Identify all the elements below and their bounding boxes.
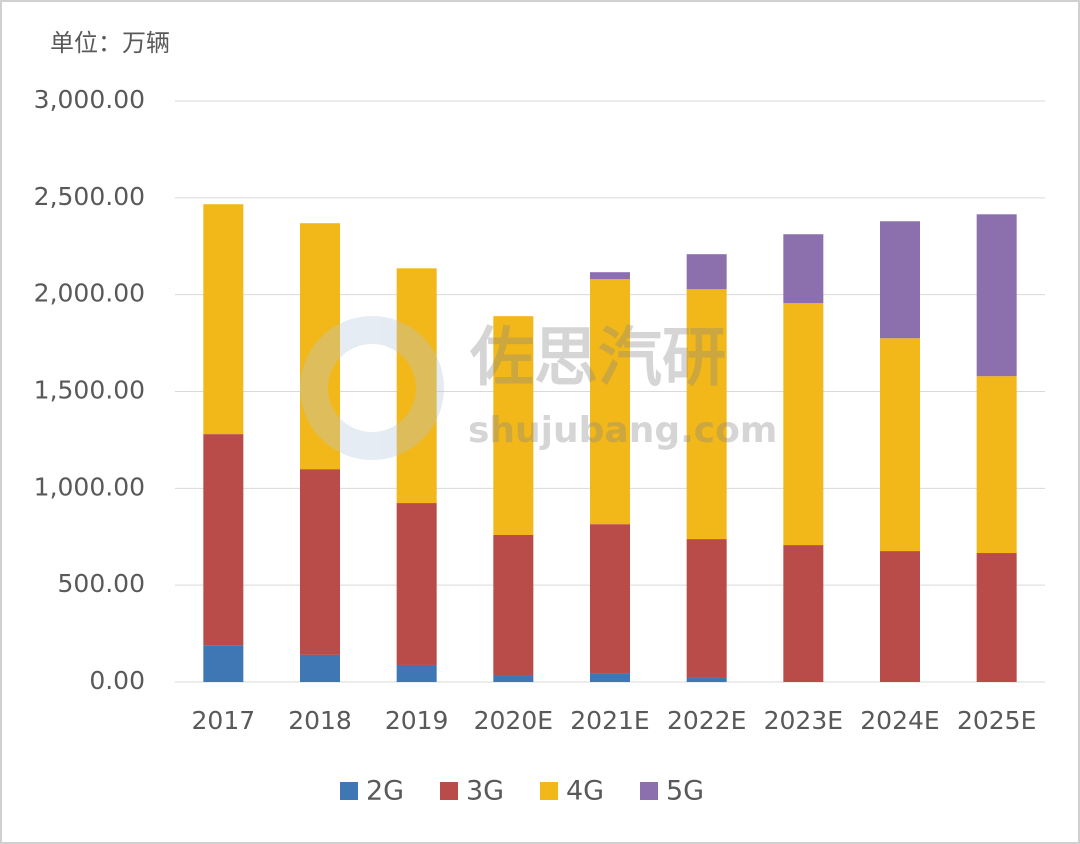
legend-label: 5G xyxy=(666,776,704,807)
bar-segment xyxy=(203,434,244,646)
y-tick-label: 1,500.00 xyxy=(34,376,145,405)
bar-segment xyxy=(686,289,727,540)
bar-segment xyxy=(880,551,920,682)
bar-segment xyxy=(396,664,437,682)
x-tick-label: 2019 xyxy=(385,706,449,735)
y-tick-label: 2,500.00 xyxy=(34,182,145,211)
legend-swatch xyxy=(440,782,458,800)
legend-label: 2G xyxy=(366,776,404,807)
y-tick-label: 3,000.00 xyxy=(34,85,145,114)
y-tick-label: 0.00 xyxy=(89,666,145,695)
bar-segment xyxy=(976,214,1017,377)
x-tick-label: 2020E xyxy=(474,706,553,735)
bar-segment xyxy=(396,503,437,665)
bar-segment xyxy=(300,469,340,655)
bar-segment xyxy=(590,673,630,682)
y-tick-label: 2,000.00 xyxy=(34,279,145,308)
bar-segment xyxy=(493,675,534,682)
bar-segment xyxy=(590,272,630,280)
bar-segment xyxy=(976,553,1017,682)
bar-segment xyxy=(203,645,244,682)
bar-segment xyxy=(976,376,1017,554)
bar-segment xyxy=(880,338,920,552)
x-tick-label: 2017 xyxy=(192,706,256,735)
unit-label: 单位：万辆 xyxy=(50,29,170,57)
bar-segment xyxy=(300,654,340,682)
bar-segment xyxy=(300,223,340,470)
bar-segment xyxy=(590,524,630,674)
legend-swatch xyxy=(640,782,658,800)
bar-segment xyxy=(783,303,824,546)
bar-segment xyxy=(783,545,824,682)
bar-segment xyxy=(880,221,920,339)
x-tick-label: 2023E xyxy=(764,706,843,735)
legend-swatch xyxy=(540,782,558,800)
bar-segment xyxy=(686,254,727,290)
x-tick-label: 2024E xyxy=(860,706,939,735)
bar-segment xyxy=(396,268,437,504)
y-tick-label: 500.00 xyxy=(58,569,145,598)
legend-label: 3G xyxy=(466,776,504,807)
bar-segment xyxy=(783,234,824,304)
watermark: 佐思汽研 shujubang.com xyxy=(300,316,777,460)
bar-segment xyxy=(493,535,534,676)
bar-segment xyxy=(686,539,727,678)
x-tick-label: 2025E xyxy=(957,706,1036,735)
legend-label: 4G xyxy=(566,776,604,807)
watermark-title: 佐思汽研 xyxy=(469,322,726,396)
bar-segment xyxy=(590,279,630,525)
watermark-logo xyxy=(300,316,444,460)
bar-segment xyxy=(203,204,244,435)
x-tick-label: 2022E xyxy=(667,706,746,735)
x-tick-label: 2021E xyxy=(570,706,649,735)
y-tick-label: 1,000.00 xyxy=(34,472,145,501)
x-tick-label: 2018 xyxy=(288,706,352,735)
watermark-url: shujubang.com xyxy=(468,410,777,451)
bar-segment xyxy=(493,316,534,536)
legend-swatch xyxy=(340,782,358,800)
bar-segment xyxy=(686,677,727,682)
